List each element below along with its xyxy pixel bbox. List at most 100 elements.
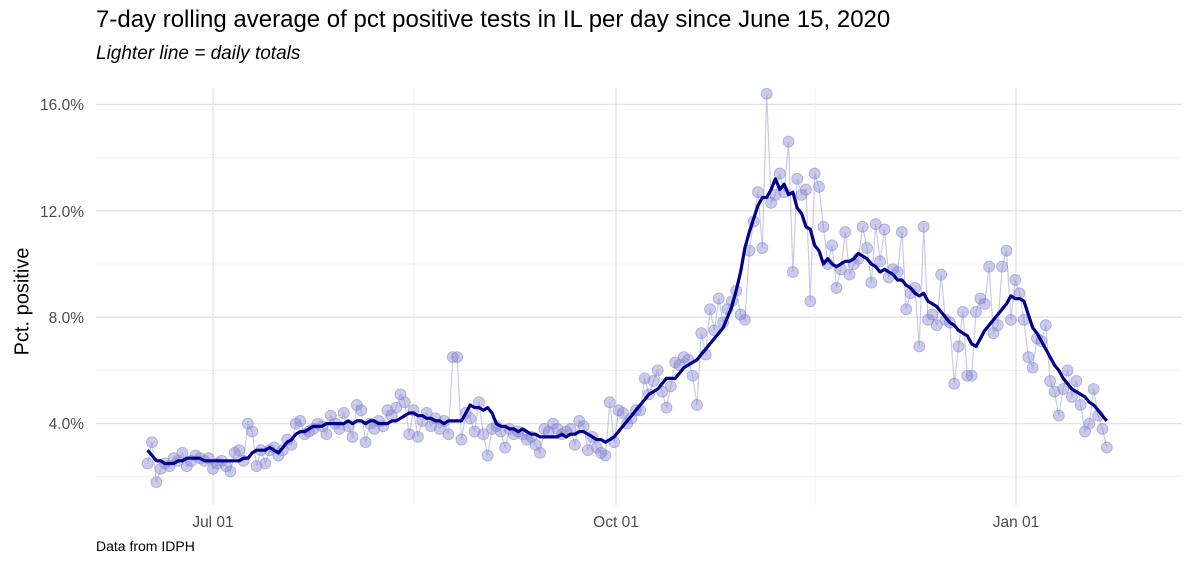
daily-point (446, 351, 459, 364)
daily-point (1048, 385, 1061, 398)
daily-point (1057, 383, 1070, 395)
daily-point (1039, 319, 1052, 332)
x-tick: Oct 01 (593, 514, 639, 531)
daily-point (704, 303, 716, 316)
daily-point (760, 87, 773, 100)
chart-title: 7-day rolling average of pct positive te… (96, 6, 891, 33)
daily-point (141, 457, 154, 470)
daily-point (808, 167, 821, 180)
daily-point (712, 292, 725, 305)
rolling-average-series (146, 177, 1109, 466)
daily-point (412, 430, 424, 443)
x-axis-ticks: Jul 01 Oct 01 Jan 01 (192, 514, 1039, 531)
x-tick: Jul 01 (192, 514, 233, 531)
daily-point (948, 377, 961, 390)
daily-point (337, 407, 350, 419)
daily-point (390, 401, 403, 414)
gridlines (96, 88, 1182, 505)
daily-point (320, 428, 333, 441)
daily-point (865, 276, 878, 289)
daily-point (695, 327, 708, 340)
daily-point (826, 239, 839, 252)
daily-point (1100, 441, 1113, 454)
daily-point (957, 305, 969, 318)
daily-point (930, 319, 943, 332)
daily-point (1000, 244, 1013, 257)
daily-point (839, 226, 852, 238)
daily-point (442, 428, 455, 441)
daily-point (398, 396, 411, 409)
x-tick: Jan 01 (993, 514, 1040, 531)
daily-point (935, 268, 948, 281)
daily-point (804, 295, 817, 308)
daily-point (917, 220, 930, 233)
daily-point (773, 167, 786, 180)
daily-point (1022, 351, 1035, 364)
daily-point (647, 375, 660, 387)
daily-point (468, 425, 481, 438)
y-axis-ticks: 16.0% 12.0% 8.0% 4.0% (40, 97, 84, 433)
daily-point (1070, 375, 1083, 387)
daily-point (895, 226, 908, 238)
daily-point (978, 297, 991, 310)
daily-point (534, 446, 546, 459)
daily-point (691, 399, 703, 411)
daily-point (250, 460, 263, 473)
daily-point (355, 404, 368, 417)
daily-point (786, 266, 799, 278)
daily-point (1083, 417, 1096, 430)
daily-point (1004, 313, 1017, 326)
daily-point (861, 242, 873, 254)
daily-point (1026, 361, 1039, 374)
daily-point (756, 242, 769, 254)
daily-point (359, 436, 372, 449)
daily-point (499, 441, 512, 454)
chart-caption: Data from IDPH (96, 538, 195, 554)
daily-point (686, 369, 699, 382)
daily-point (983, 260, 995, 273)
daily-point (926, 308, 939, 321)
daily-point (782, 135, 795, 148)
daily-point (913, 340, 926, 353)
daily-point (1074, 399, 1087, 411)
chart-subtitle: Lighter line = daily totals (96, 43, 301, 64)
y-tick: 16.0% (40, 97, 84, 114)
daily-point (599, 449, 612, 462)
daily-point (900, 303, 913, 316)
daily-point (996, 260, 1009, 273)
daily-point (800, 183, 812, 196)
daily-point (1087, 383, 1100, 395)
daily-point (752, 186, 764, 199)
daily-point (791, 172, 804, 185)
daily-point (259, 457, 272, 470)
daily-point (664, 380, 677, 393)
daily-point (603, 396, 616, 409)
daily-point (451, 351, 464, 364)
daily-point (638, 372, 651, 385)
daily-point (961, 369, 974, 382)
daily-point (965, 369, 978, 382)
daily-point (991, 319, 1004, 332)
daily-point (1044, 375, 1057, 387)
daily-totals-series (141, 87, 1113, 489)
daily-point (403, 428, 416, 441)
daily-point (477, 428, 490, 441)
daily-point (952, 340, 965, 353)
daily-point (1061, 364, 1074, 377)
daily-point (582, 444, 594, 457)
daily-point (346, 430, 359, 443)
daily-point (1096, 423, 1109, 435)
daily-point (970, 305, 982, 318)
daily-point (150, 476, 163, 489)
daily-point (817, 220, 830, 233)
daily-point (246, 425, 259, 438)
daily-point (1009, 274, 1022, 286)
daily-point (739, 313, 751, 326)
daily-point (874, 255, 886, 268)
daily-point (878, 223, 891, 236)
daily-point (651, 364, 664, 377)
daily-point (146, 436, 158, 449)
daily-point (294, 415, 307, 427)
rolling-line (146, 177, 1109, 466)
daily-point (660, 401, 673, 414)
